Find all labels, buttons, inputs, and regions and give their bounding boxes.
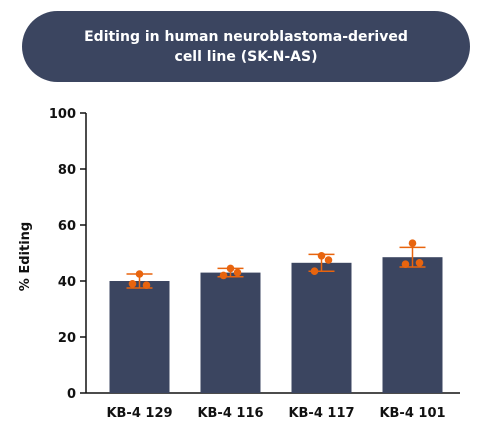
data-point bbox=[401, 260, 410, 269]
data-point bbox=[219, 271, 228, 280]
y-tick-label: 20 bbox=[58, 331, 76, 346]
x-tick-label: KB-4 129 bbox=[106, 406, 172, 421]
data-point bbox=[317, 252, 326, 260]
y-tick-label: 0 bbox=[67, 387, 76, 402]
x-tick-label: KB-4 116 bbox=[197, 406, 263, 421]
y-tick-label: 80 bbox=[58, 163, 76, 178]
bar bbox=[109, 281, 170, 393]
data-point bbox=[324, 256, 333, 264]
data-point bbox=[128, 280, 137, 288]
x-tick-label: KB-4 117 bbox=[288, 406, 354, 421]
chart-title-banner: Editing in human neuroblastoma-derived c… bbox=[22, 11, 470, 82]
bar bbox=[382, 257, 443, 393]
y-tick-label: 100 bbox=[49, 107, 76, 122]
chart-title-line-1: Editing in human neuroblastoma-derived bbox=[84, 28, 408, 45]
data-point bbox=[226, 264, 235, 273]
y-tick-label: 40 bbox=[58, 275, 76, 290]
data-point bbox=[135, 270, 144, 278]
data-point bbox=[142, 281, 151, 290]
bar bbox=[291, 262, 352, 393]
data-point bbox=[408, 239, 417, 247]
data-point bbox=[310, 267, 319, 276]
data-point bbox=[233, 268, 242, 277]
x-tick-label: KB-4 101 bbox=[379, 406, 445, 421]
bar bbox=[200, 272, 261, 393]
y-tick-label: 60 bbox=[58, 219, 76, 234]
data-point bbox=[415, 259, 424, 267]
chart-title-line-2: cell line (SK-N-AS) bbox=[174, 48, 318, 65]
